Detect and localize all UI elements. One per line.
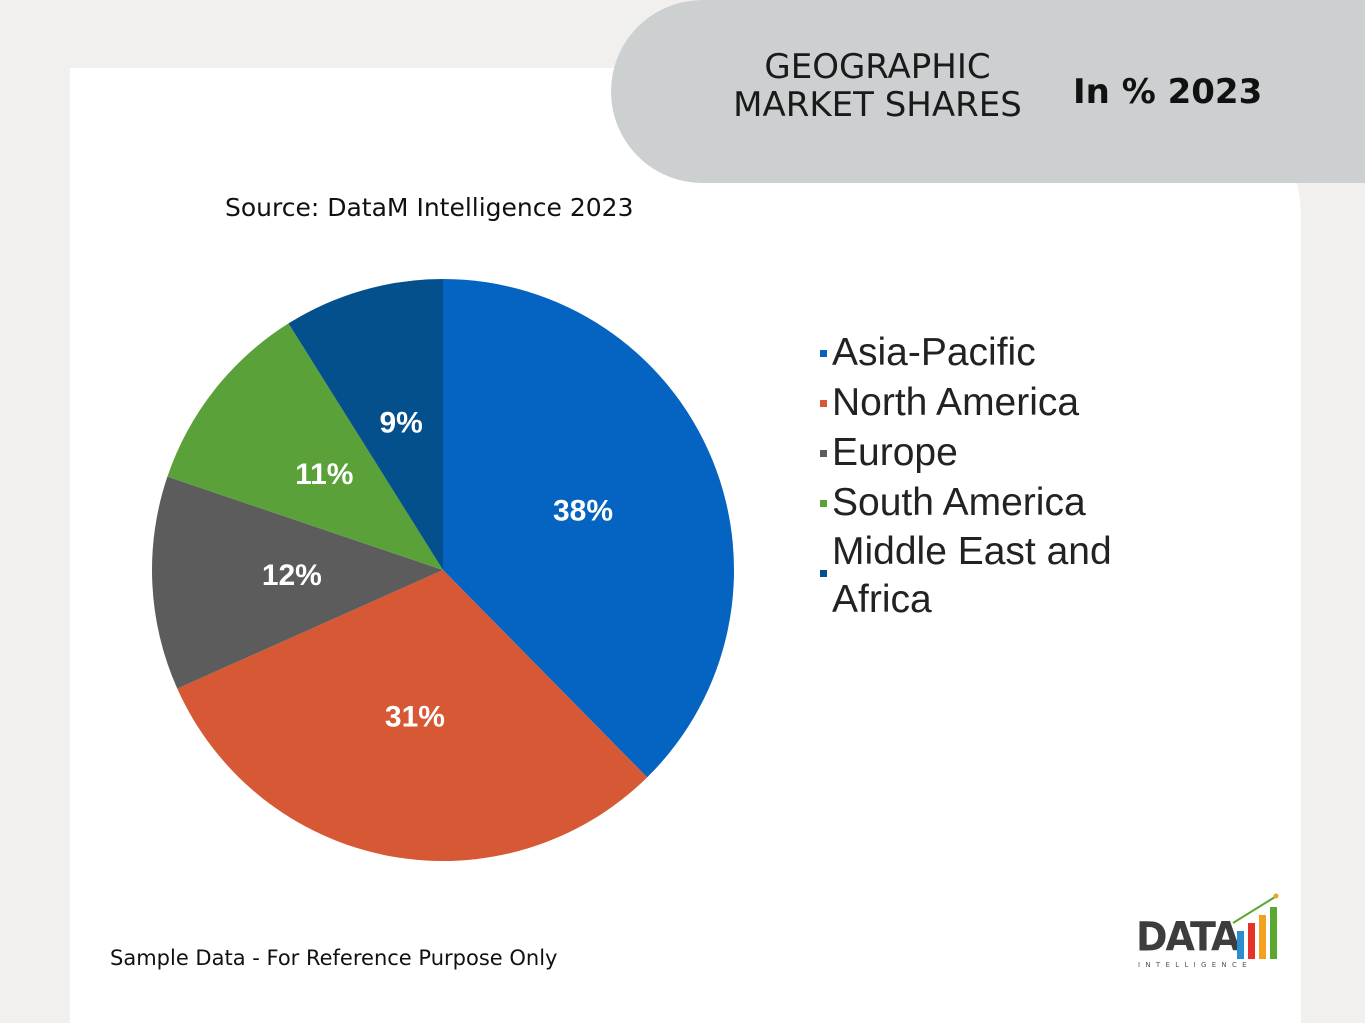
- logo-bar-4: [1270, 907, 1277, 959]
- disclaimer-footnote: Sample Data - For Reference Purpose Only: [110, 946, 558, 970]
- logo-wordmark: DATA: [1136, 913, 1240, 961]
- legend-label-line-1: Middle East and: [832, 530, 1112, 573]
- legend-swatch: [820, 570, 827, 577]
- unit-label: In % 2023: [1073, 72, 1263, 112]
- legend-item-europe: Europe: [816, 428, 1196, 478]
- legend-label: Europe: [832, 431, 958, 474]
- logo-bar-1: [1237, 931, 1244, 959]
- slice-data-label: 38%: [553, 495, 613, 528]
- legend-label-line-2: Africa: [832, 578, 932, 621]
- legend-item-south-america: South America: [816, 478, 1196, 528]
- chart-title: GEOGRAPHIC MARKET SHARES: [700, 48, 1055, 124]
- source-caption: Source: DataM Intelligence 2023: [225, 193, 634, 222]
- logo-arrow-tip: [1273, 893, 1279, 899]
- pie-slice-north-america: [177, 570, 648, 861]
- legend-label: South America: [832, 481, 1086, 524]
- legend-swatch: [820, 450, 827, 457]
- header-banner: [611, 0, 1365, 183]
- pie-slice-middle-east-and-africa: [288, 279, 443, 570]
- datam-intelligence-logo: DATA INTELLIGENCE: [1136, 893, 1286, 973]
- legend-label: Asia-Pacific: [832, 331, 1036, 374]
- slice-data-label: 9%: [380, 406, 423, 439]
- legend-swatch: [820, 400, 827, 407]
- logo-bar-2: [1248, 923, 1255, 959]
- title-line-2: MARKET SHARES: [733, 85, 1022, 125]
- pie-slice-europe: [151, 476, 443, 689]
- legend-swatch: [820, 500, 827, 507]
- logo-bar-3: [1259, 915, 1266, 959]
- logo-arrow: [1232, 896, 1276, 924]
- pie-slice-asia-pacific: [443, 279, 734, 778]
- pie-slice-south-america: [167, 323, 443, 570]
- chart-legend: Asia-Pacific North America Europe South …: [816, 328, 1196, 624]
- title-line-1: GEOGRAPHIC: [764, 47, 991, 87]
- legend-swatch: [820, 350, 827, 357]
- legend-item-asia-pacific: Asia-Pacific: [816, 328, 1196, 378]
- legend-label: North America: [832, 381, 1080, 424]
- slice-data-label: 12%: [262, 559, 322, 592]
- bar-chart-logo-icon: [1232, 893, 1279, 959]
- logo-tagline: INTELLIGENCE: [1138, 961, 1252, 969]
- slice-data-label: 11%: [295, 458, 353, 491]
- slice-data-label: 31%: [385, 701, 445, 734]
- legend-item-middle-east-africa: Middle East and Africa: [816, 528, 1196, 624]
- legend-item-north-america: North America: [816, 378, 1196, 428]
